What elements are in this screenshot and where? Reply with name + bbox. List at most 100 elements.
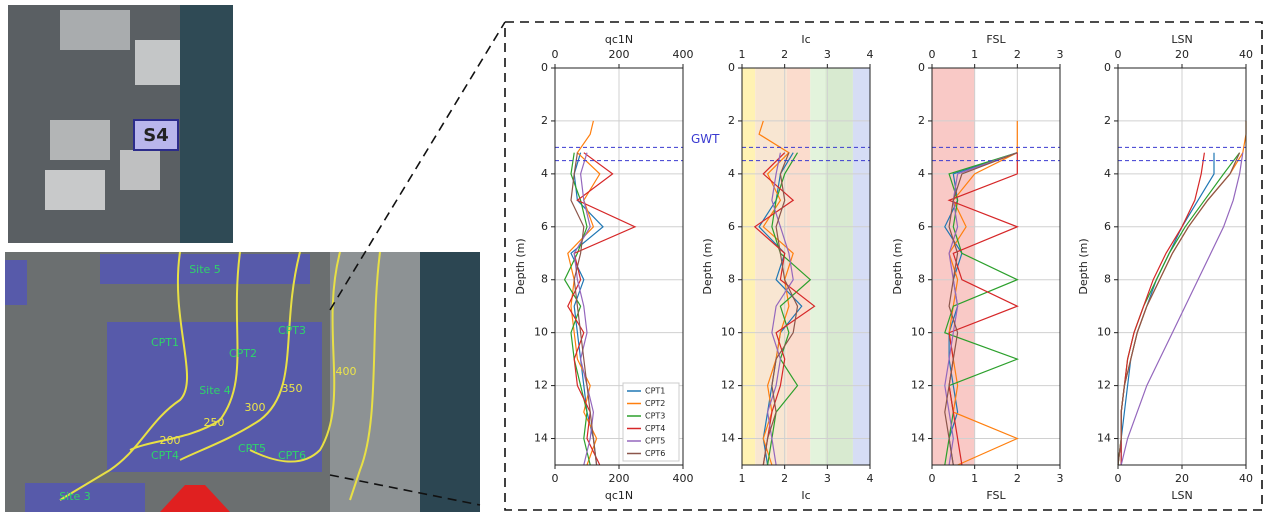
x-tick-label-top: 200 <box>609 48 630 61</box>
x-tick-label: 20 <box>1175 472 1189 485</box>
y-axis-label: Depth (m) <box>891 238 904 294</box>
y-tick-label: 10 <box>534 326 548 339</box>
legend-label: CPT6 <box>645 449 665 458</box>
gwt-label: GWT <box>691 132 720 146</box>
site-box <box>133 119 179 151</box>
x-tick-label-top: 1 <box>739 48 746 61</box>
y-tick-label: 12 <box>534 379 548 392</box>
map-label: 250 <box>204 416 225 429</box>
y-tick-label: 6 <box>541 220 548 233</box>
axis-title-top: LSN <box>1171 33 1192 46</box>
x-tick-label-top: 400 <box>673 48 694 61</box>
site-label: S4 <box>143 125 169 146</box>
series-line <box>1117 152 1241 466</box>
y-tick-label: 14 <box>721 432 735 445</box>
y-tick-label: 0 <box>541 61 548 74</box>
y-tick-label: 8 <box>541 273 548 286</box>
y-tick-label: 8 <box>1104 273 1111 286</box>
x-tick-label-top: 2 <box>781 48 788 61</box>
legend-label: CPT3 <box>645 412 665 421</box>
x-tick-label: 0 <box>552 472 559 485</box>
x-axis-label: Ic <box>801 489 810 502</box>
zone-band <box>810 68 826 465</box>
series-line <box>766 152 794 466</box>
zone-band <box>825 68 853 465</box>
x-tick-label: 0 <box>1115 472 1122 485</box>
x-tick-label: 3 <box>1057 472 1064 485</box>
series-line <box>762 152 799 466</box>
map-label: CPT6 <box>278 449 306 462</box>
y-tick-label: 2 <box>1104 114 1111 127</box>
y-tick-label: 6 <box>918 220 925 233</box>
plot-frame <box>931 67 1061 466</box>
aerial-maps: S4 <box>5 5 480 512</box>
x-tick-label-top: 4 <box>867 48 874 61</box>
series-line <box>1120 152 1244 466</box>
y-tick-label: 6 <box>728 220 735 233</box>
y-tick-label: 4 <box>728 167 735 180</box>
zone-band <box>755 68 787 465</box>
x-tick-label-top: 3 <box>824 48 831 61</box>
map-label: 350 <box>282 382 303 395</box>
axis-title-top: qc1N <box>605 33 633 46</box>
y-tick-label: 2 <box>918 114 925 127</box>
x-tick-label-top: 2 <box>1014 48 1021 61</box>
zone-band <box>742 68 756 465</box>
x-tick-label-top: 40 <box>1239 48 1253 61</box>
y-axis-label: Depth (m) <box>514 238 527 294</box>
y-tick-label: 10 <box>911 326 925 339</box>
y-tick-label: 8 <box>728 273 735 286</box>
zone-band <box>852 68 870 465</box>
y-tick-label: 6 <box>1104 220 1111 233</box>
building <box>50 120 110 160</box>
x-tick-label: 40 <box>1239 472 1253 485</box>
building <box>45 170 105 210</box>
y-tick-label: 14 <box>534 432 548 445</box>
x-axis-label: qc1N <box>605 489 633 502</box>
x-tick-label: 200 <box>609 472 630 485</box>
x-tick-label-top: 1 <box>971 48 978 61</box>
plot-frame <box>554 67 684 466</box>
series-line <box>947 152 1019 466</box>
sea <box>420 252 480 512</box>
y-tick-label: 2 <box>541 114 548 127</box>
legend-box <box>622 382 680 462</box>
axis-title-top: Ic <box>801 33 810 46</box>
series-line <box>573 152 595 466</box>
x-tick-label: 1 <box>739 472 746 485</box>
x-tick-label-top: 20 <box>1175 48 1189 61</box>
x-tick-label: 3 <box>824 472 831 485</box>
x-axis-label: LSN <box>1171 489 1192 502</box>
plot-frame <box>1117 67 1247 466</box>
x-tick-label-top: 3 <box>1057 48 1064 61</box>
map-label: Site 5 <box>189 263 221 276</box>
x-tick-label: 400 <box>673 472 694 485</box>
legend-label: CPT5 <box>645 437 665 446</box>
x-tick-label: 2 <box>1014 472 1021 485</box>
y-tick-label: 10 <box>721 326 735 339</box>
map-label: CPT2 <box>229 347 257 360</box>
y-tick-label: 0 <box>728 61 735 74</box>
x-tick-label-top: 0 <box>929 48 936 61</box>
map-label: Site 4 <box>199 384 231 397</box>
map-label: CPT3 <box>278 324 306 337</box>
sea <box>180 5 233 243</box>
contours <box>59 251 381 501</box>
series-line <box>1117 152 1241 466</box>
site-area <box>5 260 27 305</box>
marker <box>160 485 230 512</box>
x-tick-label-top: 0 <box>1115 48 1122 61</box>
building <box>60 10 130 50</box>
y-tick-label: 0 <box>918 61 925 74</box>
x-axis-label: FSL <box>986 489 1006 502</box>
map-label: CPT4 <box>151 449 179 462</box>
map-label: 300 <box>245 401 266 414</box>
site-area <box>25 483 145 512</box>
y-tick-label: 10 <box>1097 326 1111 339</box>
axis-title-top: FSL <box>986 33 1006 46</box>
x-tick-label: 2 <box>781 472 788 485</box>
zoom-frame <box>329 21 1263 511</box>
y-tick-label: 0 <box>1104 61 1111 74</box>
site-area <box>107 322 322 472</box>
